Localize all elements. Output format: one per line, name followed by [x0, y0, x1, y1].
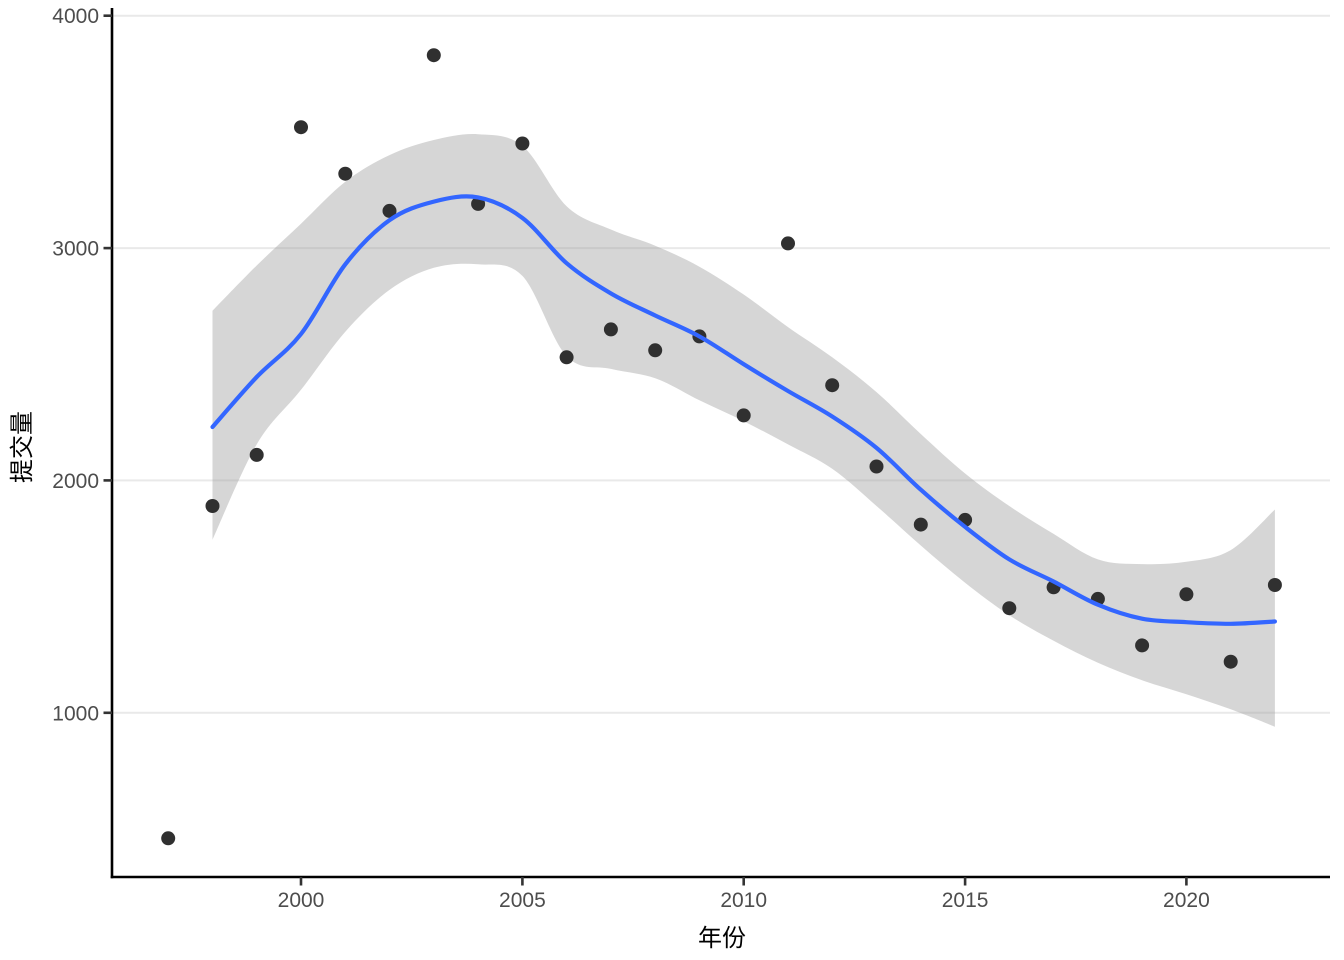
data-point-2008 — [648, 343, 663, 358]
data-point-2000 — [294, 120, 308, 135]
data-point-2012 — [825, 378, 840, 393]
x-tick-label-2010: 2010 — [720, 889, 767, 912]
data-point-2002 — [382, 203, 397, 218]
y-tick-label-3000: 3000 — [52, 238, 99, 261]
confidence-band — [212, 134, 1275, 727]
data-point-2006 — [559, 350, 574, 365]
x-tick-label-2005: 2005 — [499, 889, 546, 912]
data-point-2007 — [603, 322, 618, 337]
smooth-trend-line — [210, 194, 1277, 626]
x-tick-label-2020: 2020 — [1163, 889, 1210, 912]
data-point-2011 — [781, 236, 795, 251]
gridlines — [112, 14, 1330, 714]
data-point-2016 — [1002, 601, 1017, 616]
y-tick-label-2000: 2000 — [52, 470, 99, 493]
y-axis-title: 提交量 — [9, 411, 36, 483]
data-point-2014 — [913, 517, 928, 532]
data-point-2001 — [338, 166, 353, 181]
data-point-2013 — [869, 459, 884, 474]
data-point-2004 — [471, 196, 486, 211]
y-tick-label-1000: 1000 — [52, 702, 99, 725]
data-point-1998 — [205, 499, 220, 513]
data-point-2005 — [515, 136, 530, 151]
data-point-2022 — [1267, 578, 1282, 592]
data-point-2021 — [1223, 654, 1238, 669]
tick-labels: 1000 2000 3000 4000 2000 2005 2010 2015 2020 — [52, 5, 1209, 912]
data-point-2003 — [426, 48, 441, 63]
data-point-2010 — [736, 408, 751, 423]
x-tick-label-2015: 2015 — [942, 889, 989, 912]
data-point-1999 — [249, 447, 264, 462]
axes — [103, 8, 1330, 886]
y-tick-label-4000: 4000 — [52, 5, 99, 28]
data-point-2020 — [1179, 587, 1194, 602]
x-tick-label-2000: 2000 — [278, 889, 325, 912]
x-axis-title: 年份 — [698, 925, 746, 952]
data-points — [161, 48, 1282, 846]
data-point-1997 — [161, 831, 176, 846]
loess-curve — [210, 194, 1277, 626]
confidence-band-area — [212, 134, 1275, 727]
data-point-2019 — [1135, 638, 1150, 653]
